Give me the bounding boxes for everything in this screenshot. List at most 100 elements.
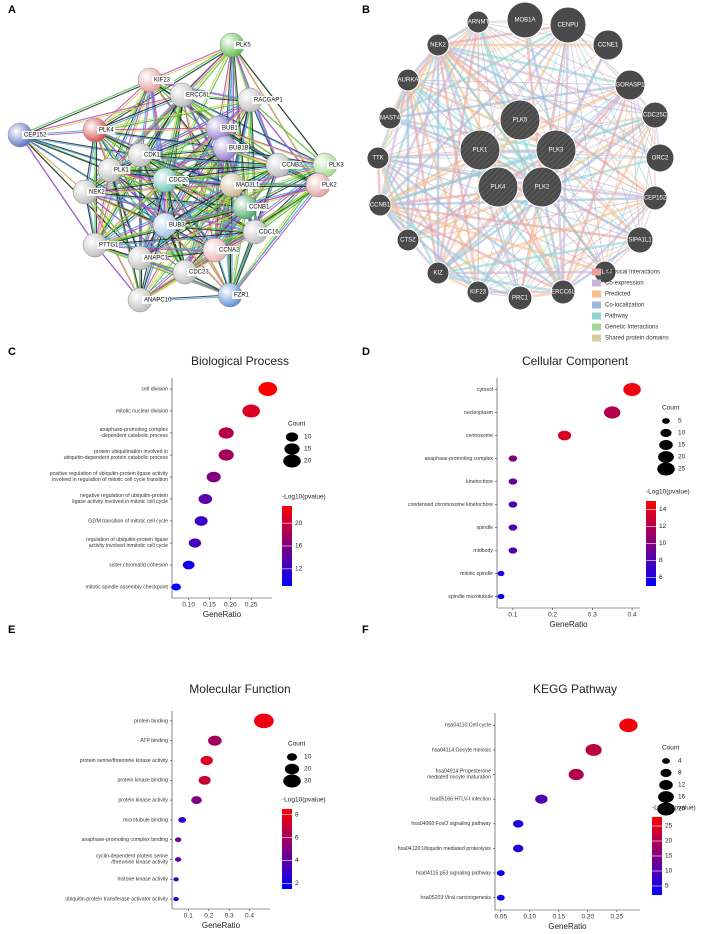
dot <box>513 819 524 828</box>
network-edge <box>379 203 564 294</box>
size-legend-label: 20 <box>678 454 686 461</box>
dot <box>513 844 524 853</box>
network-edge <box>21 136 167 227</box>
color-bar-label: 15 <box>665 853 673 860</box>
node-label-box <box>152 76 174 84</box>
node-label-box <box>167 221 186 229</box>
node-label-box <box>167 176 189 184</box>
network-node <box>535 129 577 171</box>
y-tick-label: G2/M transition of mitotic cell cycle <box>88 518 168 524</box>
legend-swatch <box>592 268 601 276</box>
x-tick-label: 0.4 <box>628 612 637 619</box>
x-tick-label: 0.3 <box>225 913 234 920</box>
y-tick-label: sister chromatid cohesion <box>109 562 168 568</box>
network-edge <box>437 270 606 275</box>
size-legend-dot <box>662 758 670 764</box>
dot <box>200 755 213 766</box>
network-edge <box>477 197 656 293</box>
network-edge <box>164 179 231 296</box>
y-tick-label: hsa04120:Ubiquitin mediated proteolysis <box>398 846 492 852</box>
panel-label: F <box>362 624 369 636</box>
x-tick-label: 0.2 <box>204 913 213 920</box>
color-bar-label: 6 <box>659 574 663 581</box>
node-label: ANAPC1 <box>144 256 169 262</box>
node-label: CCNB1 <box>370 203 391 209</box>
x-axis-label: GeneRatio <box>202 921 241 930</box>
network-edge <box>21 80 152 138</box>
network-edge <box>217 127 326 166</box>
network-edge <box>96 100 252 133</box>
size-legend-label: 20 <box>304 458 312 465</box>
size-legend-dot <box>284 763 300 775</box>
node-label-box <box>187 268 209 276</box>
y-tick-label: protein ubiquitination involved in ubiqui… <box>64 449 169 461</box>
node-label: ERCC6L <box>186 93 210 99</box>
y-tick-label: mitotic spindle assembly checkpoint <box>86 584 169 590</box>
size-legend-label: 20 <box>304 766 312 773</box>
color-bar-label: 16 <box>295 543 303 550</box>
x-tick-label: 0.2 <box>548 612 557 619</box>
network-edge <box>567 24 656 199</box>
dot <box>496 894 505 901</box>
node-label: NEK2 <box>89 190 105 196</box>
dot <box>508 501 518 508</box>
size-legend-label: 10 <box>678 430 686 437</box>
size-legend-label: 15 <box>678 442 686 449</box>
node-label: SLX4 <box>598 270 613 276</box>
network-node <box>507 285 533 311</box>
y-tick-label: spindle microtubule <box>448 594 493 600</box>
network-node <box>366 146 390 170</box>
network-node <box>396 68 420 92</box>
network-node <box>506 1 544 39</box>
x-axis-label: GeneRatio <box>549 620 588 629</box>
color-bar-label: 8 <box>295 811 299 818</box>
dot <box>508 524 518 531</box>
node-label: PLK5 <box>513 118 528 124</box>
node-label-box <box>234 181 260 189</box>
network-edge <box>379 203 606 274</box>
node-label-box <box>320 181 339 189</box>
network-node <box>642 185 668 211</box>
size-legend-dot <box>662 418 670 424</box>
network-edge <box>437 271 564 294</box>
node-label: PLK3 <box>329 163 344 169</box>
dot <box>253 713 274 729</box>
y-tick-label: microtubule binding <box>123 817 168 823</box>
node-label: SIPA1L1 <box>628 238 652 244</box>
network-edge <box>21 135 142 158</box>
network-edge <box>86 81 152 194</box>
node-label-box <box>97 126 116 134</box>
node-label-box <box>142 151 161 159</box>
y-tick-label: hsa04110:Cell cycle <box>445 723 491 729</box>
network-edge <box>407 197 656 241</box>
size-legend-label: 4 <box>678 758 682 765</box>
node-label: PLK4 <box>491 185 506 191</box>
network-edge <box>96 81 152 132</box>
node-label: PLK3 <box>549 148 564 154</box>
dot <box>206 471 221 483</box>
network-edge <box>407 79 656 199</box>
node-label: CCNE1 <box>598 43 619 49</box>
color-bar-label: 14 <box>659 506 667 513</box>
dot <box>218 449 234 461</box>
network-edge <box>21 95 184 138</box>
network-edge <box>111 165 280 173</box>
network-edge <box>19 94 183 136</box>
color-bar-label: 25 <box>665 823 673 830</box>
network-node <box>592 29 624 61</box>
dot <box>535 794 548 804</box>
node-label-box <box>252 96 282 104</box>
dot <box>496 870 505 876</box>
x-tick-label: 0.25 <box>245 602 258 609</box>
color-bar-label: 5 <box>665 883 669 890</box>
y-tick-label: anaphase-promoting complex binding <box>81 837 168 843</box>
network-edge <box>389 83 631 120</box>
network-edge <box>94 127 219 131</box>
color-bar-label: 2 <box>295 880 299 887</box>
network-edge <box>84 79 151 193</box>
network-edge <box>604 84 631 273</box>
node-label: CENPU <box>557 23 578 29</box>
dot <box>585 743 602 756</box>
dot <box>568 768 584 781</box>
y-tick-label: mitotic nuclear division <box>116 408 168 414</box>
